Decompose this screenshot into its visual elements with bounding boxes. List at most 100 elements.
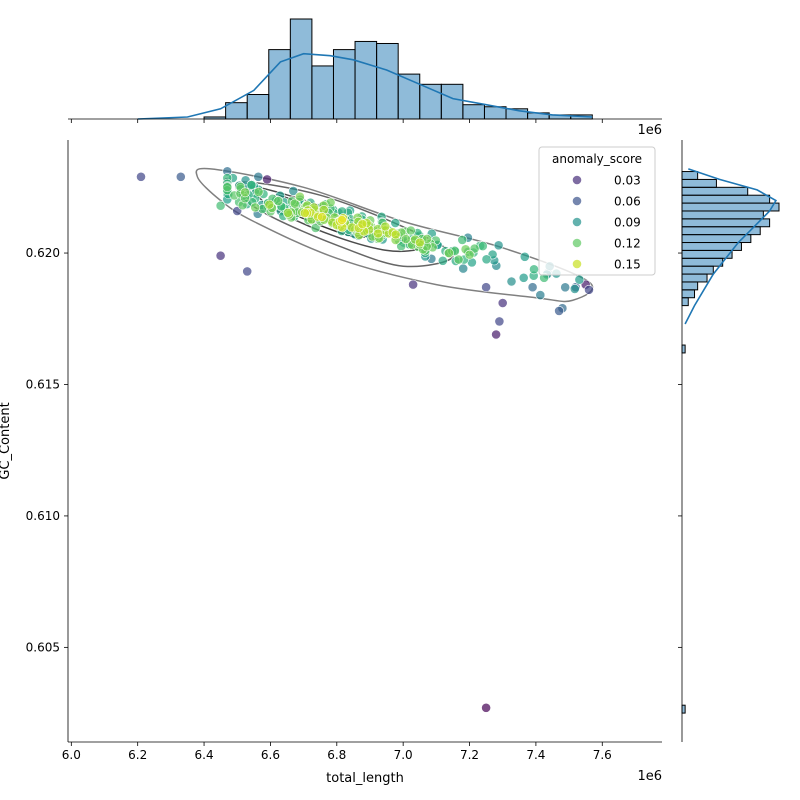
scatter-point [481,282,491,293]
legend-entry: 0.15 [572,258,641,272]
scatter-point [491,329,501,340]
top-histogram-bar [440,83,464,120]
legend-entry: 0.12 [572,237,641,251]
scatter-point [519,251,530,262]
scatter-point [506,276,517,287]
scatter-point [390,218,401,228]
x-tick-label: 7.6 [593,748,612,762]
scatter-point [535,290,546,300]
scatter-point [574,274,585,285]
x-tick: 6.2 [128,742,147,762]
scatter-point [288,186,299,196]
scatter-point [569,283,580,294]
scatter-point [317,212,327,222]
y-tick: 0.610 [26,509,68,523]
scatter-point [373,228,383,239]
x-tick: 6.0 [62,742,81,762]
x-axis-ticks: 6.0 6.2 6.4 6.6 6.8 7.0 7.2 7.4 7.6 [62,742,612,762]
right-histogram-bar [681,210,764,220]
scatter-point [357,219,368,229]
legend-label: 0.12 [614,237,641,251]
scatter-point [444,248,454,258]
legend-marker [572,196,582,206]
scatter-point [390,229,401,240]
right-histogram-bar [681,218,771,228]
right-histogram-bar [681,273,708,283]
x-tick: 6.8 [327,742,346,762]
x-tick: 6.6 [261,742,280,762]
legend-entries: 0.03 0.06 0.09 0.12 0.15 [572,174,641,272]
scatter-point [518,272,529,283]
scatter-point [282,207,293,218]
scatter-point [215,200,226,211]
right-histogram-bar [681,249,733,259]
scatter-point [273,195,284,206]
scatter-point [222,182,233,193]
scatter-point [246,180,257,190]
scatter-point [240,187,250,198]
y-tick-label: 0.605 [26,640,60,654]
legend-box [538,146,656,276]
x-tick: 7.2 [460,742,479,762]
legend-label: 0.06 [614,195,641,209]
right-histogram-bar [681,289,696,299]
scatter-point [437,255,448,266]
x-tick-label: 6.8 [327,748,346,762]
scatter-point [481,702,491,713]
scatter-point [405,225,416,236]
scatter-point [242,266,253,277]
right-histogram-bar [681,297,689,307]
scatter-point [175,171,186,182]
x-tick-label: 6.0 [62,748,81,762]
main-plot: 6.0 6.2 6.4 6.6 6.8 7.0 7.2 7.4 7.6 0.605 0.610 0.… [0,123,662,786]
scatter-point [408,279,418,290]
right-marginal [678,140,780,742]
scatter-point [453,254,464,265]
legend-marker [572,238,582,248]
scatter-point [584,284,594,295]
right-marginal-ticks [678,252,682,648]
right-histogram-bar [681,171,699,180]
scatter-point [253,186,264,197]
scatter-point [136,171,146,182]
top-kde-curve [137,52,593,120]
x-tick-label: 6.6 [261,748,280,762]
scatter-point [250,202,261,213]
x-tick: 6.4 [195,742,214,762]
right-histogram-bar [681,202,780,212]
scatter-point [527,282,538,293]
x-tick-label: 7.0 [394,748,413,762]
x-tick: 7.0 [394,742,413,762]
x-offset-label-main: 1e6 [637,769,662,784]
legend: anomaly_score 0.03 0.06 0.09 0.12 0.15 [538,146,656,276]
legend-title: anomaly_score [552,152,642,166]
scatter-point [457,234,468,245]
scatter-point [464,249,475,260]
scatter-point [494,316,505,327]
scatter-point [458,263,469,274]
scatter-point [414,237,425,248]
y-axis-ticks: 0.605 0.610 0.615 0.620 [26,246,68,654]
top-histogram-bar [483,106,507,120]
right-histogram-bar [681,178,717,188]
scatter-point [336,215,347,225]
right-histogram-bar [681,186,749,196]
scatter-point [264,199,275,210]
top-histogram-bar [397,73,421,120]
x-tick-label: 6.4 [195,748,214,762]
legend-marker [572,259,582,269]
scatter-point [299,208,310,218]
x-tick-label: 7.4 [526,748,545,762]
x-tick-label: 6.2 [128,748,147,762]
right-histogram-bar [681,257,724,267]
top-histogram-bar [376,42,399,120]
right-histogram-bar [681,704,686,714]
scatter-points [136,166,594,713]
scatter-point [215,250,226,261]
y-tick-label: 0.610 [26,509,60,523]
legend-entry: 0.03 [572,174,641,188]
right-histogram-bar [681,281,699,291]
scatter-point [554,305,564,316]
legend-label: 0.09 [614,216,641,230]
